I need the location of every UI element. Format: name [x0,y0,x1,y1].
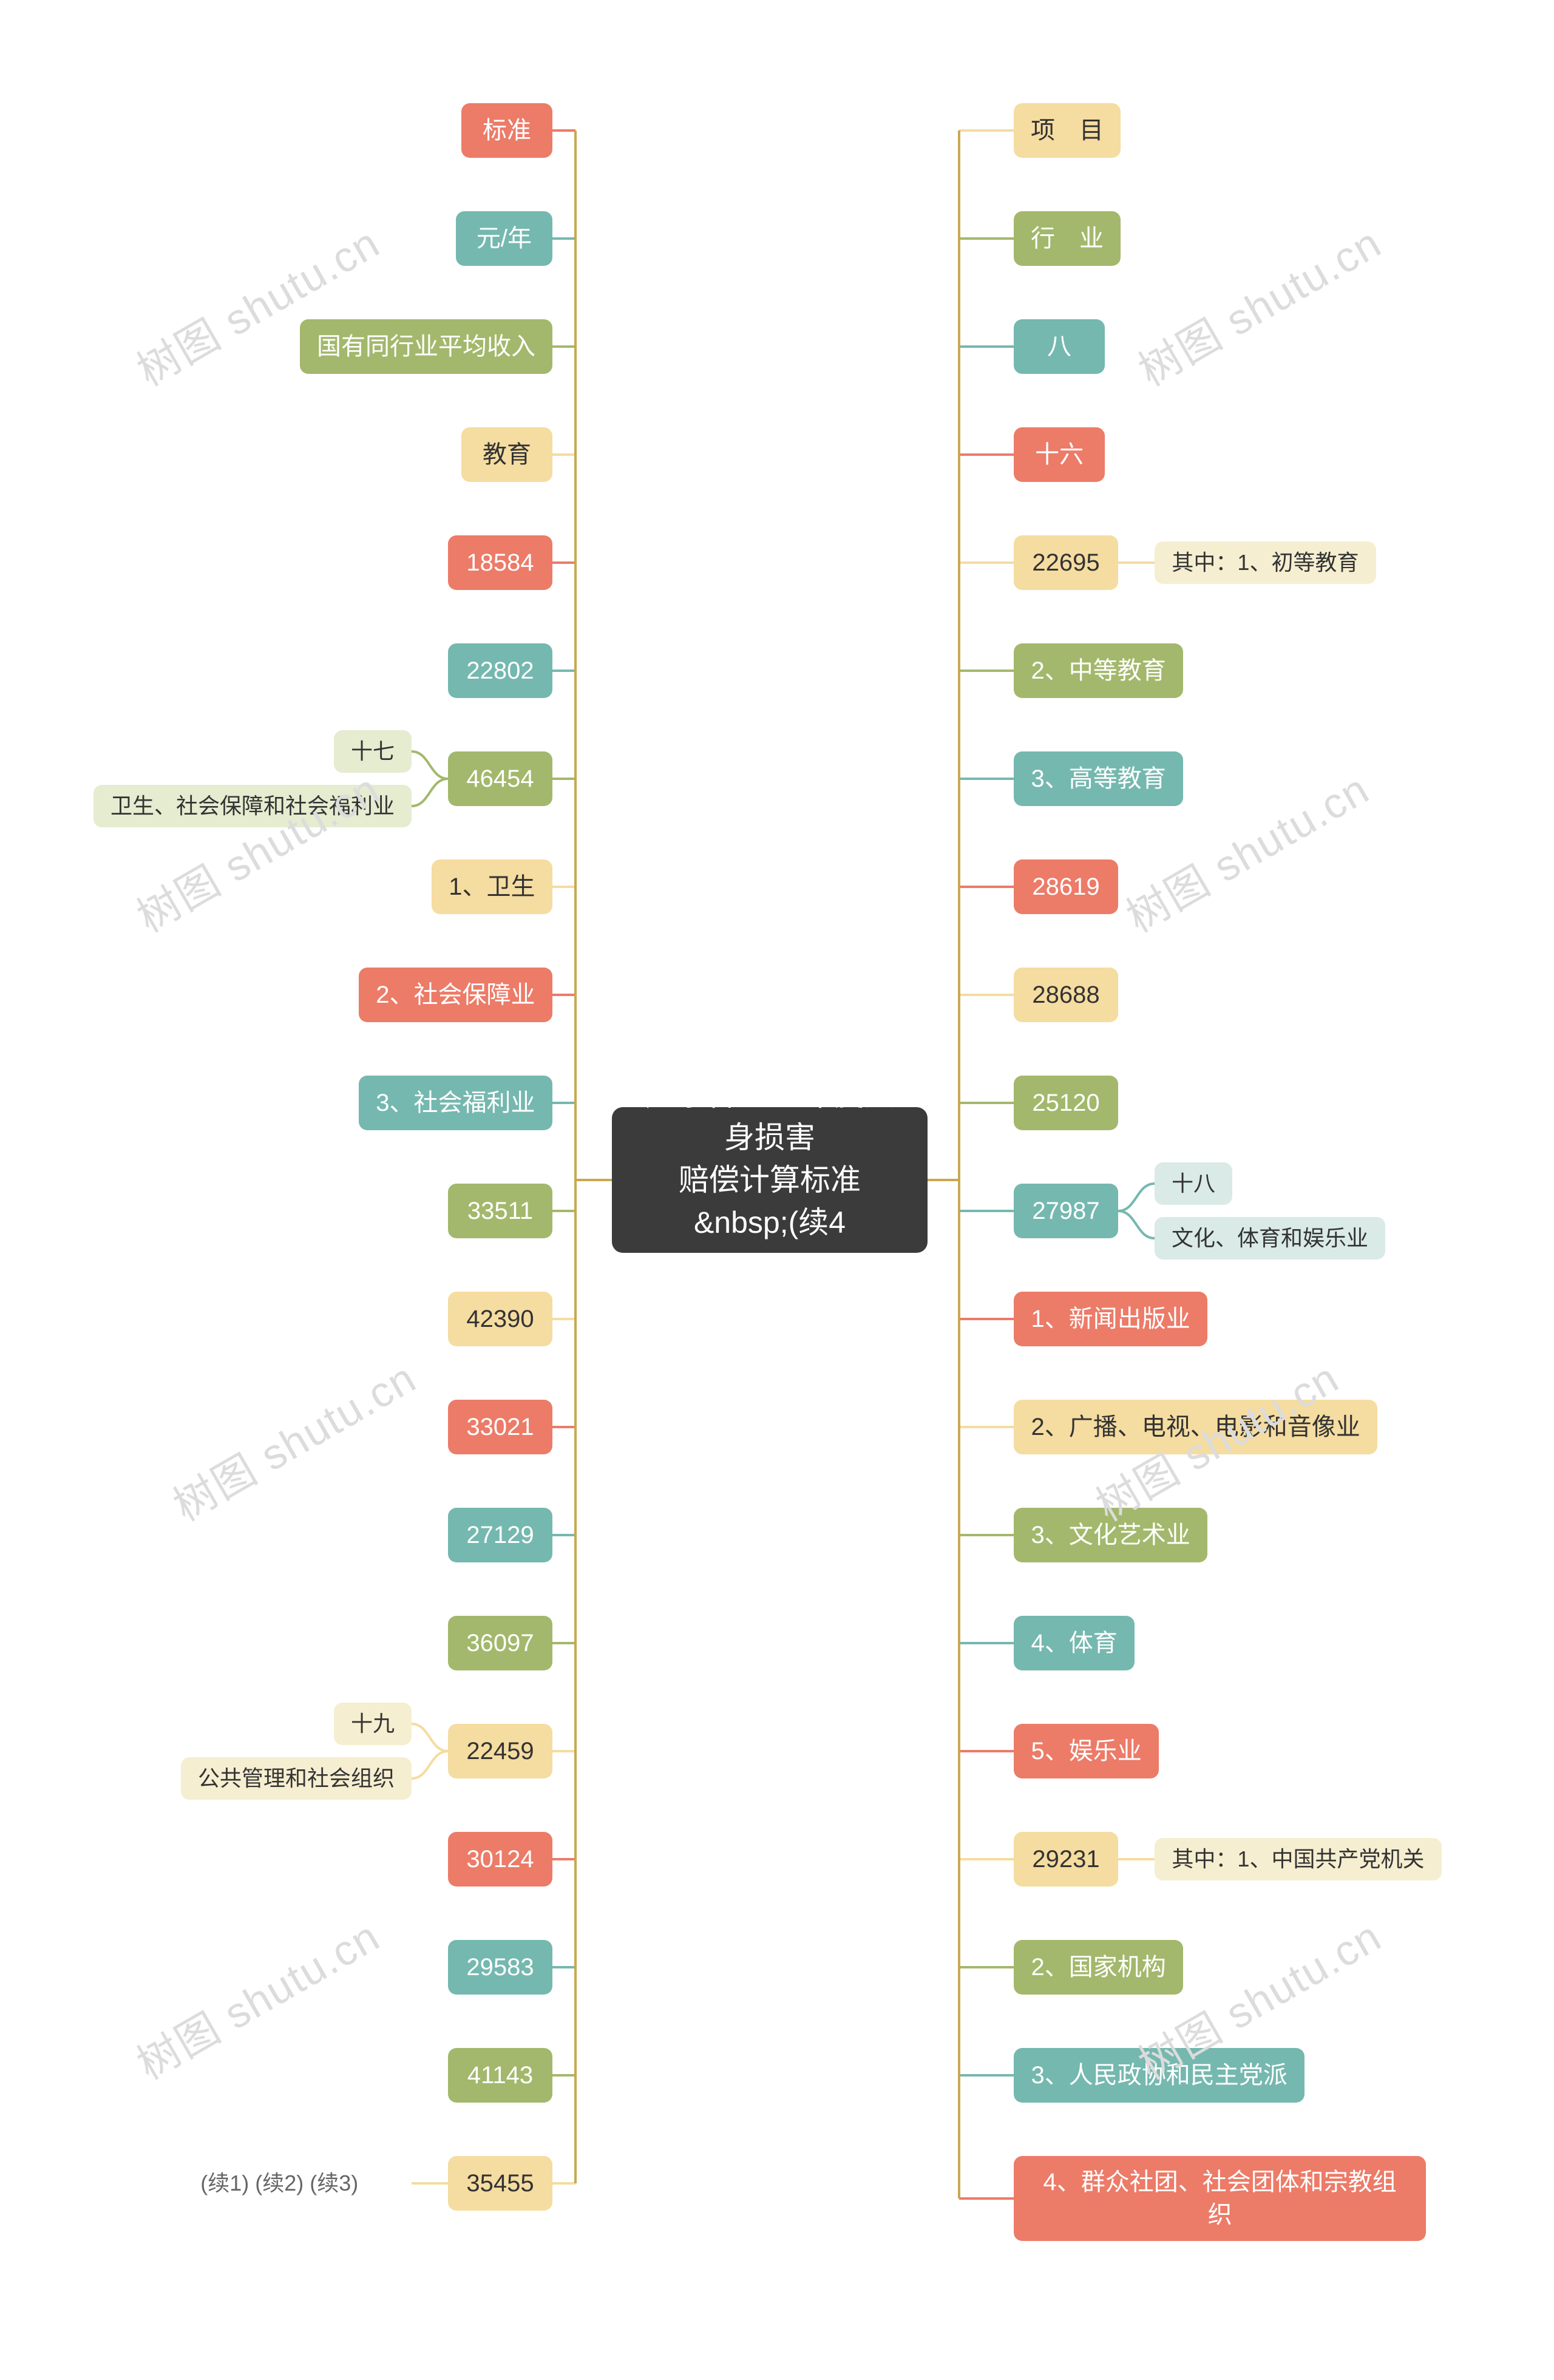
right-node-4-sub-0[interactable]: 其中：1、初等教育 [1155,541,1376,584]
right-node-19[interactable]: 4、群众社团、社会团体和宗教组 织 [1014,2156,1426,2241]
right-node-10[interactable]: 27987 [1014,1184,1118,1238]
right-node-1[interactable]: 行 业 [1014,211,1121,266]
left-node-14[interactable]: 36097 [448,1616,552,1670]
right-node-14[interactable]: 4、体育 [1014,1616,1135,1670]
left-node-1[interactable]: 元/年 [456,211,552,266]
right-node-6[interactable]: 3、高等教育 [1014,751,1183,806]
left-node-12[interactable]: 33021 [448,1400,552,1454]
left-node-6-sub-0[interactable]: 十七 [334,730,412,773]
right-node-17[interactable]: 2、国家机构 [1014,1940,1183,1995]
right-node-11[interactable]: 1、新闻出版业 [1014,1292,1207,1346]
left-node-6-sub-1[interactable]: 卫生、社会保障和社会福利业 [93,785,412,827]
right-node-9[interactable]: 25120 [1014,1076,1118,1130]
left-node-15[interactable]: 22459 [448,1724,552,1778]
left-node-13[interactable]: 27129 [448,1508,552,1562]
left-node-8[interactable]: 2、社会保障业 [359,968,552,1022]
left-node-3[interactable]: 教育 [461,427,552,482]
left-node-19-sub-0[interactable]: (续1) (续2) (续3) [148,2162,412,2205]
left-node-19[interactable]: 35455 [448,2156,552,2211]
left-node-9[interactable]: 3、社会福利业 [359,1076,552,1130]
right-node-4[interactable]: 22695 [1014,535,1118,590]
left-node-11[interactable]: 42390 [448,1292,552,1346]
left-node-18[interactable]: 41143 [448,2048,552,2103]
left-node-6[interactable]: 46454 [448,751,552,806]
left-node-16[interactable]: 30124 [448,1832,552,1887]
right-node-5[interactable]: 2、中等教育 [1014,643,1183,698]
right-node-16[interactable]: 29231 [1014,1832,1118,1887]
right-node-2[interactable]: 八 [1014,319,1105,374]
center-topic[interactable]: 广东省2005年度人身损害 赔偿计算标准&nbsp;(续4 ) [612,1107,928,1253]
left-node-17[interactable]: 29583 [448,1940,552,1995]
right-node-12[interactable]: 2、广播、电视、电影和音像业 [1014,1400,1377,1454]
left-node-15-sub-0[interactable]: 十九 [334,1703,412,1745]
left-node-10[interactable]: 33511 [448,1184,552,1238]
right-node-0[interactable]: 项 目 [1014,103,1121,158]
left-node-4[interactable]: 18584 [448,535,552,590]
right-node-3[interactable]: 十六 [1014,427,1105,482]
left-node-2[interactable]: 国有同行业平均收入 [300,319,552,374]
left-node-0[interactable]: 标准 [461,103,552,158]
right-node-8[interactable]: 28688 [1014,968,1118,1022]
right-node-10-sub-1[interactable]: 文化、体育和娱乐业 [1155,1217,1385,1260]
right-node-18[interactable]: 3、人民政协和民主党派 [1014,2048,1305,2103]
left-node-7[interactable]: 1、卫生 [432,859,552,914]
right-node-13[interactable]: 3、文化艺术业 [1014,1508,1207,1562]
right-node-10-sub-0[interactable]: 十八 [1155,1162,1232,1205]
right-node-16-sub-0[interactable]: 其中：1、中国共产党机关 [1155,1838,1442,1880]
left-node-15-sub-1[interactable]: 公共管理和社会组织 [181,1757,412,1800]
right-node-7[interactable]: 28619 [1014,859,1118,914]
left-node-5[interactable]: 22802 [448,643,552,698]
right-node-15[interactable]: 5、娱乐业 [1014,1724,1159,1778]
